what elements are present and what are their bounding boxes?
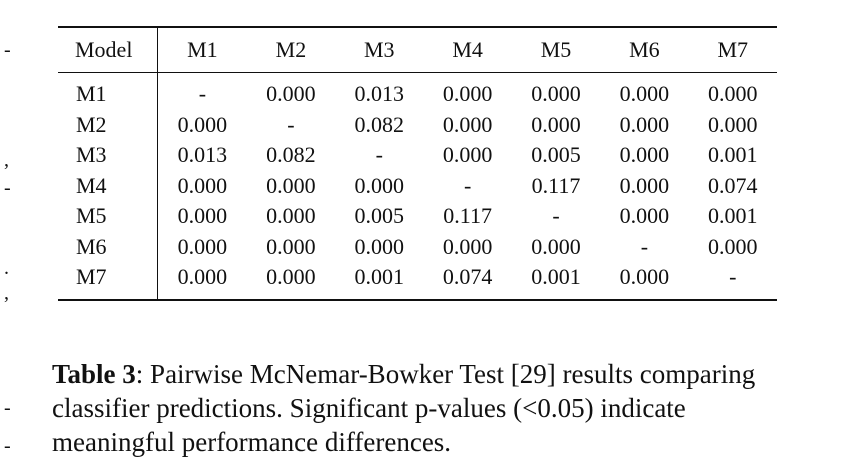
column-header-m7: M7 — [717, 37, 749, 62]
row-label: M2 — [58, 109, 158, 140]
table-cell: 0.000 — [177, 233, 228, 259]
table-cell: 0.005 — [354, 203, 405, 229]
table-cell: 0.000 — [619, 203, 670, 229]
table-cell: 0.000 — [266, 203, 316, 229]
table-cell: - — [198, 81, 207, 107]
table-cell: 0.001 — [708, 142, 758, 168]
mcnemar-bowker-results-table: Model M1 M2 M3 M4 M5 M6 M7 M1 - 0.000 0.… — [58, 26, 777, 301]
table-caption: Table 3: Pairwise McNemar-Bowker Test [2… — [52, 357, 802, 459]
table-cell: 0.082 — [354, 111, 405, 137]
column-header-m1: M1 — [187, 37, 218, 62]
row-label: M7 — [58, 262, 158, 300]
table-cell: 0.000 — [177, 203, 228, 229]
table-cell: 0.000 — [177, 172, 228, 198]
table-cell: 0.074 — [442, 264, 493, 290]
table-cell: 0.000 — [442, 142, 493, 168]
table-cell: 0.000 — [354, 172, 405, 198]
table-cell: 0.000 — [531, 81, 581, 107]
table-cell: 0.000 — [177, 264, 228, 290]
table-cell: 0.000 — [619, 264, 670, 290]
table-row: M3 0.013 0.082 - 0.000 0.005 0.000 0.001 — [58, 140, 777, 171]
table-cell: 0.000 — [266, 172, 316, 198]
table-cell: 0.117 — [443, 203, 492, 229]
margin-mark: , — [4, 149, 9, 171]
row-label: M5 — [58, 201, 158, 232]
table-cell: - — [375, 142, 383, 168]
table-row: M1 - 0.000 0.013 0.000 0.000 0.000 0.000 — [58, 72, 777, 110]
margin-mark: . — [4, 257, 9, 279]
row-label: M1 — [58, 72, 158, 110]
margin-mark: - — [4, 177, 11, 199]
table-cell: 0.013 — [354, 81, 405, 107]
left-margin-marks: - , - . , - - — [0, 0, 14, 464]
row-label: M4 — [58, 170, 158, 201]
table-cell: 0.013 — [177, 142, 228, 168]
table-cell: - — [287, 111, 295, 137]
table-cell: 0.005 — [531, 142, 581, 168]
table-row: M7 0.000 0.000 0.001 0.074 0.001 0.000 - — [58, 262, 777, 300]
column-header-model: Model — [58, 27, 158, 73]
table-cell: 0.001 — [531, 264, 581, 290]
table-row: M5 0.000 0.000 0.005 0.117 - 0.000 0.001 — [58, 201, 777, 232]
column-header-m6: M6 — [629, 37, 660, 62]
table-cell: 0.000 — [619, 111, 670, 137]
table-cell: 0.001 — [354, 264, 405, 290]
column-header-m5: M5 — [540, 37, 572, 62]
results-table-container: Model M1 M2 M3 M4 M5 M6 M7 M1 - 0.000 0.… — [58, 26, 777, 301]
column-header-m4: M4 — [452, 37, 483, 62]
table-cell: 0.000 — [531, 233, 581, 259]
margin-mark: - — [4, 435, 11, 457]
column-header-m2: M2 — [275, 37, 307, 62]
row-label: M3 — [58, 140, 158, 171]
table-caption-label: Table 3 — [52, 359, 136, 389]
table-cell: 0.000 — [531, 111, 581, 137]
table-cell: 0.000 — [708, 81, 758, 107]
table-cell: - — [552, 203, 560, 229]
table-cell: 0.117 — [531, 172, 581, 198]
row-label: M6 — [58, 231, 158, 262]
table-cell: 0.000 — [619, 172, 670, 198]
table-cell: 0.000 — [442, 81, 493, 107]
table-cell: - — [729, 264, 737, 290]
table-cell: 0.001 — [708, 203, 758, 229]
table-cell: 0.000 — [177, 111, 228, 137]
table-row: M2 0.000 - 0.082 0.000 0.000 0.000 0.000 — [58, 109, 777, 140]
table-cell: 0.074 — [708, 172, 758, 198]
table-cell: 0.000 — [266, 264, 316, 290]
table-cell: 0.000 — [708, 233, 758, 259]
table-cell: 0.000 — [266, 233, 316, 259]
table-cell: 0.082 — [266, 142, 316, 168]
table-cell: 0.000 — [442, 233, 493, 259]
margin-mark: - — [4, 39, 11, 61]
table-cell: 0.000 — [619, 81, 670, 107]
table-cell: 0.000 — [708, 111, 758, 137]
table-row: M6 0.000 0.000 0.000 0.000 0.000 - 0.000 — [58, 231, 777, 262]
margin-mark: - — [4, 397, 11, 419]
margin-mark: , — [4, 282, 9, 304]
table-header-row: Model M1 M2 M3 M4 M5 M6 M7 — [58, 27, 777, 73]
table-row: M4 0.000 0.000 0.000 - 0.117 0.000 0.074 — [58, 170, 777, 201]
table-cell: 0.000 — [619, 142, 670, 168]
table-cell: 0.000 — [354, 233, 405, 259]
table-cell: 0.000 — [266, 81, 316, 107]
column-header-m3: M3 — [364, 37, 395, 62]
table-cell: 0.000 — [442, 111, 493, 137]
table-cell: - — [463, 172, 472, 198]
table-cell: - — [640, 233, 649, 259]
table-caption-text: : Pairwise McNemar-Bowker Test [29] resu… — [52, 359, 756, 457]
